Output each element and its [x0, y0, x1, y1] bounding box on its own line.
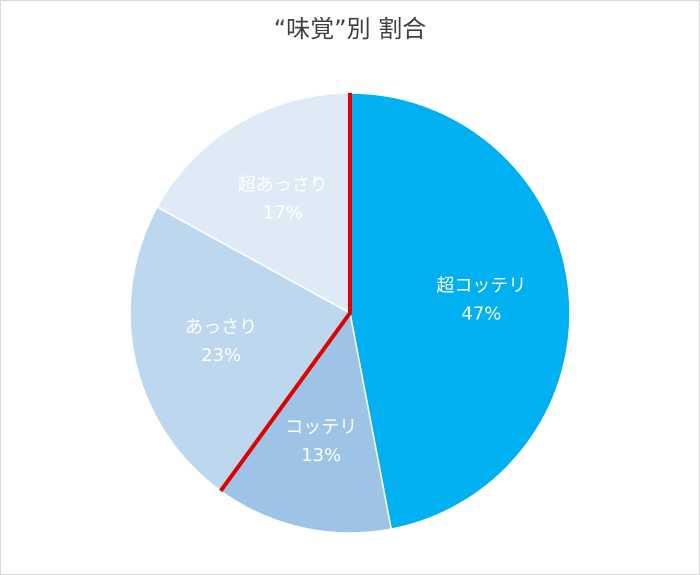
- pie-slice: [349, 92, 571, 530]
- pie-slice: [156, 92, 351, 315]
- chart-title: “味覚”別 割合: [274, 15, 427, 43]
- slice-value-label: 23%: [201, 345, 241, 366]
- divider-line: [219, 93, 352, 493]
- slice-value-label: 47%: [461, 304, 501, 325]
- slice-value-label: 17%: [263, 202, 303, 223]
- pie-slice: [219, 311, 393, 534]
- slice-category-label: 超コッテリ: [436, 276, 526, 297]
- pie-slice: [129, 205, 352, 493]
- slice-category-label: コッテリ: [285, 417, 357, 438]
- slice-category-label: 超あっさり: [238, 174, 328, 195]
- slice-category-label: あっさり: [185, 317, 257, 338]
- slice-value-label: 13%: [301, 445, 341, 466]
